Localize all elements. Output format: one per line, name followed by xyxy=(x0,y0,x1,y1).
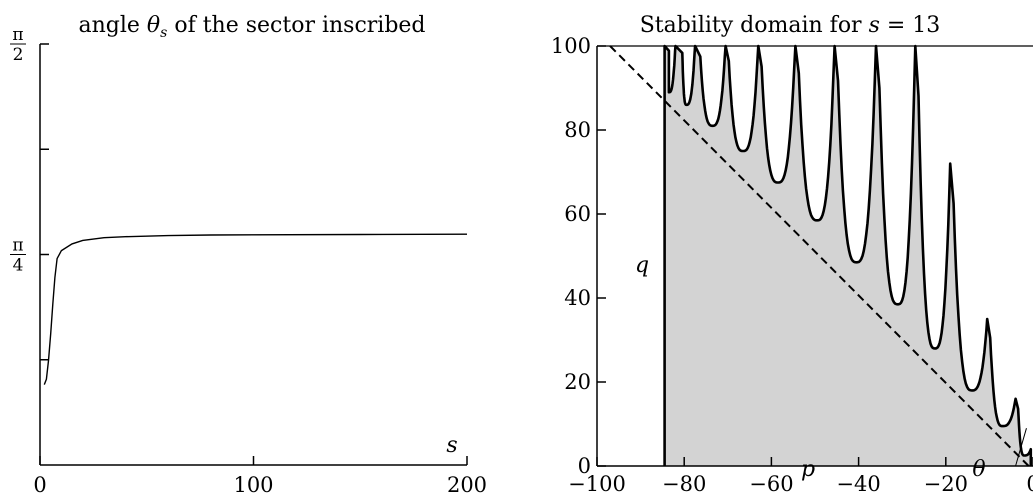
right-x-tick-label-0: −100 xyxy=(568,472,626,496)
right-y-tick-label-3: 60 xyxy=(564,202,591,226)
left-y-tick-label-pi-half: π2 xyxy=(10,25,26,65)
left-y-tick-label-pi-half-den: 2 xyxy=(13,45,24,65)
right-x-tick-label-5: 0 xyxy=(1026,472,1033,496)
theta-annotation: θ xyxy=(972,457,985,482)
right-chart-title: Stability domain for s = 13 xyxy=(640,13,941,38)
right-x-axis-label: p xyxy=(801,457,815,482)
sector-dashed-line xyxy=(609,45,1030,467)
left-y-tick-label-pi-half-num: π xyxy=(12,25,23,45)
theta-chart: angle θs of the sector inscribed 0 100 200… xyxy=(10,13,487,497)
left-series-line xyxy=(43,233,468,385)
right-y-tick-label-2: 40 xyxy=(564,286,591,310)
right-y-axis-label: q xyxy=(635,253,649,278)
left-chart-title: angle θs of the sector inscribed xyxy=(78,13,425,41)
right-x-tick-label-2: −60 xyxy=(749,472,793,496)
left-x-tick-label-2: 200 xyxy=(447,473,487,497)
right-y-tick-label-0: 0 xyxy=(578,454,591,478)
left-y-tick-label-pi-quarter-den: 4 xyxy=(13,256,24,276)
right-y-tick-label-4: 80 xyxy=(564,118,591,142)
right-x-tick-label-1: −80 xyxy=(662,472,706,496)
theta-angle-mark xyxy=(1015,428,1027,467)
stability-chart: Stability domain for s = 13 0 20 40 60 80 100… xyxy=(551,13,1033,496)
right-plot-axes xyxy=(596,45,1033,467)
left-y-tick-label-pi-quarter: π4 xyxy=(10,236,26,276)
stability-region-area xyxy=(664,46,1031,466)
right-x-tick-label-4: −20 xyxy=(924,472,968,496)
left-plot-axes xyxy=(39,43,468,466)
left-x-tick-label-0: 0 xyxy=(33,473,46,497)
left-x-axis-label: s xyxy=(446,433,457,458)
left-x-tick-label-1: 100 xyxy=(233,473,273,497)
right-x-tick-label-3: −40 xyxy=(836,472,880,496)
right-series-group xyxy=(609,44,1033,467)
right-y-tick-label-1: 20 xyxy=(564,370,591,394)
left-series-group xyxy=(43,233,468,385)
stability-region-fill xyxy=(664,46,1031,466)
right-tick-labels: 0 20 40 60 80 100 −100 −80 −60 −40 −20 0 xyxy=(551,34,1033,496)
left-y-tick-label-pi-quarter-num: π xyxy=(12,236,23,256)
stability-boundary-curve xyxy=(663,44,1033,466)
right-y-tick-label-5: 100 xyxy=(551,34,591,58)
